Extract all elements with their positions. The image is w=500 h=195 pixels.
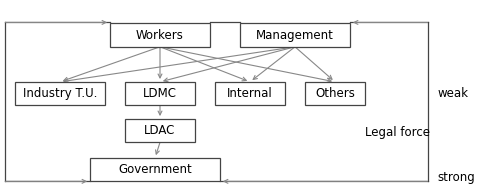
Text: Others: Others (315, 87, 355, 100)
FancyBboxPatch shape (15, 82, 105, 105)
FancyBboxPatch shape (125, 82, 195, 105)
FancyBboxPatch shape (125, 119, 195, 142)
Text: Legal force: Legal force (365, 126, 430, 139)
Text: LDMC: LDMC (143, 87, 177, 100)
Text: Management: Management (256, 29, 334, 42)
FancyBboxPatch shape (240, 23, 350, 47)
Text: strong: strong (438, 171, 475, 184)
Text: weak: weak (438, 87, 468, 100)
Text: Government: Government (118, 163, 192, 176)
Text: LDAC: LDAC (144, 124, 176, 137)
FancyBboxPatch shape (215, 82, 285, 105)
Text: Industry T.U.: Industry T.U. (23, 87, 97, 100)
FancyBboxPatch shape (90, 158, 220, 181)
Text: Internal: Internal (227, 87, 273, 100)
Text: Workers: Workers (136, 29, 184, 42)
FancyBboxPatch shape (305, 82, 365, 105)
FancyBboxPatch shape (110, 23, 210, 47)
